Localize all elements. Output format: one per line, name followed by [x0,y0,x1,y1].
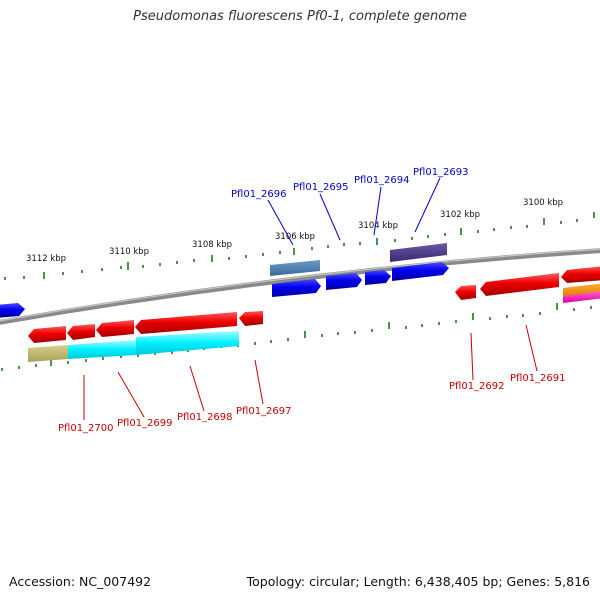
gene-label-2693[interactable]: Pfl01_2693 [413,167,469,178]
gene-label-2695[interactable]: Pfl01_2695 [293,182,349,193]
gene-arrow-2696 [272,279,321,297]
map-title: Pseudomonas fluorescens Pf0-1, complete … [133,9,467,24]
gene-arrow-2699b [96,320,134,337]
kbp-label-3100: 3100 kbp [523,198,563,208]
gene-label-2698[interactable]: Pfl01_2698 [177,412,233,423]
rna-feature-pink [563,291,600,303]
gene-arrow-2690 [561,266,600,283]
rna-feature-cyan-b [136,331,239,355]
plus-label-leaders [267,177,441,246]
gene-label-2691[interactable]: Pfl01_2691 [510,373,566,384]
kbp-label-3102: 3102 kbp [440,210,480,220]
gene-arrow-2694 [365,270,391,285]
rna-feature-steel [270,260,320,276]
topology-text: Topology: circular; Length: 6,438,405 bp… [246,574,590,589]
accession-text: Accession: NC_007492 [9,574,152,589]
gene-label-2692[interactable]: Pfl01_2692 [449,381,505,392]
rna-feature-olive [28,345,68,362]
gene-arrow-2692 [455,285,476,300]
minus-strand-genes [28,266,600,362]
gene-arrow-2695 [326,273,362,290]
outer-tick-track [4,212,595,280]
kbp-label-3108: 3108 kbp [192,240,232,250]
kbp-label-3112: 3112 kbp [26,254,66,264]
kbp-label-3104: 3104 kbp [358,221,398,231]
gene-arrow-2699a [67,324,95,340]
gene-label-2697[interactable]: Pfl01_2697 [236,406,292,417]
gene-arrow-2693 [392,262,449,281]
gene-arrow-2698 [135,312,237,334]
rna-feature-cyan-a [68,340,136,359]
gene-label-2699[interactable]: Pfl01_2699 [117,418,173,429]
kbp-label-3106: 3106 kbp [275,232,315,242]
gene-label-2696[interactable]: Pfl01_2696 [231,189,287,200]
gene-arrow-2691 [480,273,559,296]
gene-label-2694[interactable]: Pfl01_2694 [354,175,410,186]
plus-strand-genes [0,243,449,318]
kbp-label-3110: 3110 kbp [109,247,149,257]
rna-feature-purple [390,243,447,262]
gene-label-2700[interactable]: Pfl01_2700 [58,423,114,434]
genome-backbone [0,248,600,325]
gene-arrow [0,303,25,318]
gene-arrow-2700 [28,326,66,343]
gene-arrow-2697 [239,311,263,326]
minus-label-leaders [83,324,538,420]
